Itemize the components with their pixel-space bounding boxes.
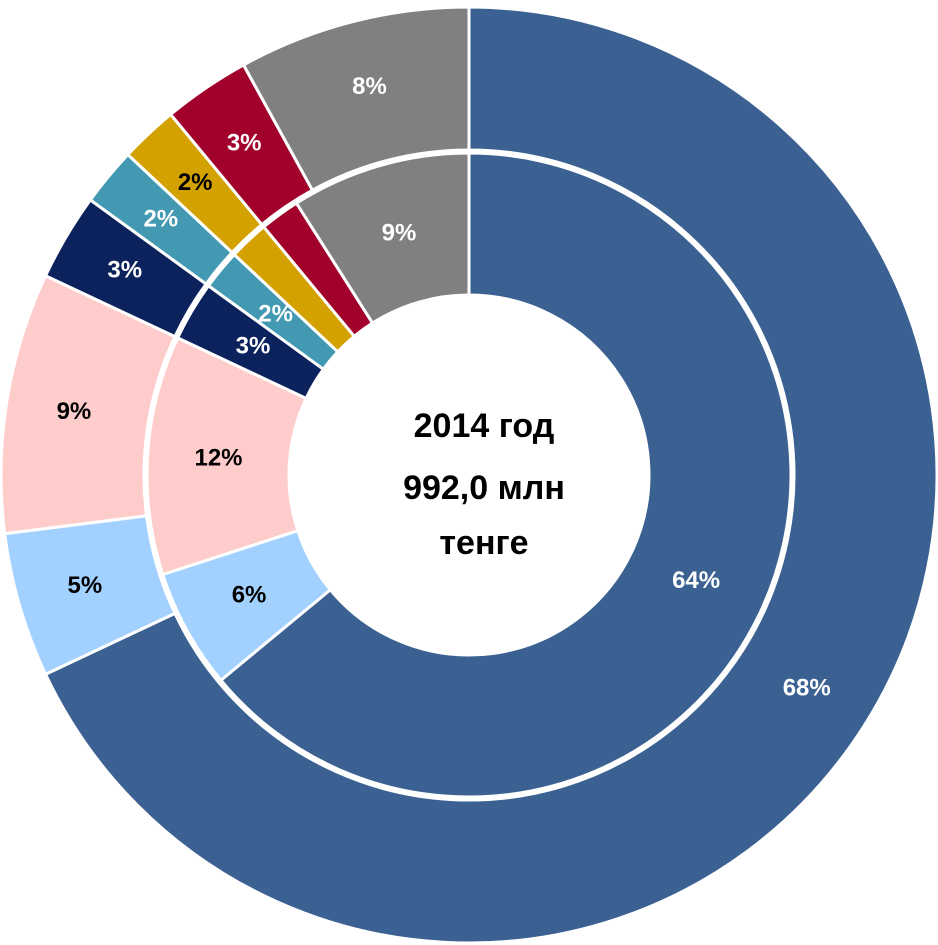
data-label: 64% [672,567,720,594]
center-line: 2014 год [414,407,555,445]
center-label: 2014 год 992,0 млн тенге [403,407,565,562]
donut-segment [294,151,471,326]
data-label: 9% [382,219,417,246]
data-label: 8% [352,73,387,100]
data-label: 9% [57,398,92,425]
data-label: 2% [143,205,178,232]
rings [0,5,938,945]
data-label: 3% [107,257,142,284]
center-line: тенге [439,524,528,562]
data-label: 2% [258,300,293,327]
data-label: 2% [178,169,213,196]
donut-segment [218,151,793,799]
center-line: 992,0 млн [403,469,565,507]
data-label: 3% [227,130,262,157]
data-label: 68% [783,675,831,702]
data-label: 12% [194,445,242,472]
data-label: 3% [236,333,271,360]
data-label: 6% [232,581,267,608]
donut-segment [43,5,938,945]
data-label: 5% [68,572,103,599]
donut-segment [241,5,471,193]
